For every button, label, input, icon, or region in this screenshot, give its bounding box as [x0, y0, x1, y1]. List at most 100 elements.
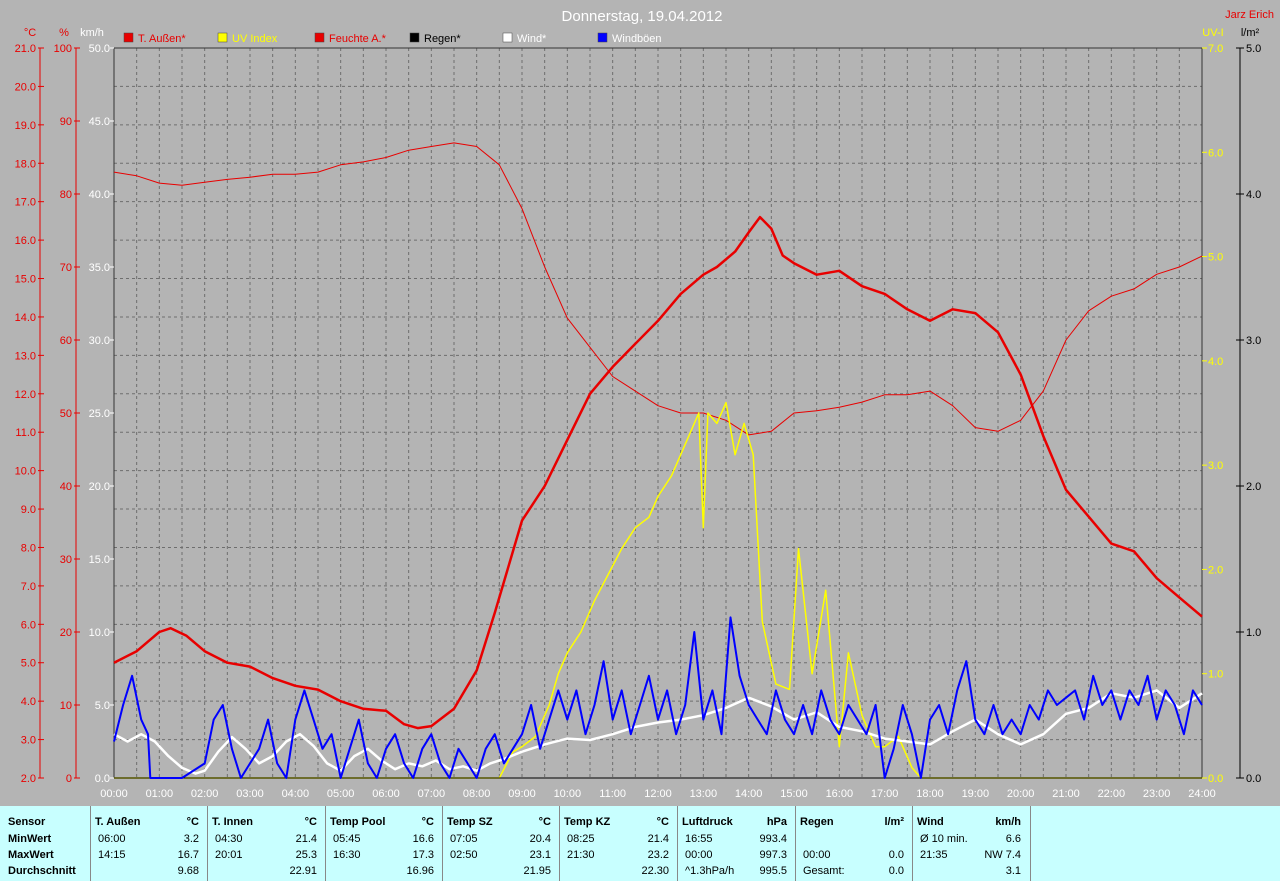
stats-column-separator [1030, 806, 1031, 881]
stats-cell-value: 23.2 [647, 849, 669, 861]
x-tick-label: 14:00 [735, 788, 763, 800]
stats-cell-value: 16.96 [406, 865, 434, 877]
legend-label: UV Index [232, 33, 278, 45]
rain-tick-label: 5.0 [1246, 43, 1261, 55]
stats-cell-value: 993.4 [759, 833, 787, 845]
uv-tick-label: 4.0 [1208, 356, 1223, 368]
stats-table: Sensor MinWert MaxWert Durchschnitt T. A… [0, 806, 1280, 881]
x-tick-label: 10:00 [554, 788, 582, 800]
stats-column-separator [207, 806, 208, 881]
stats-column-header: Temp Pool [330, 816, 386, 828]
temp-tick-label: 12.0 [15, 389, 36, 401]
series-line-0 [113, 215, 1203, 730]
stats-cell-value: 23.1 [529, 849, 551, 861]
chart-title: Donnerstag, 19.04.2012 [562, 8, 723, 25]
legend: T. Außen* UV Index Feuchte A.* Regen* Wind* W… [123, 32, 662, 45]
wind-tick-label: 0.0 [95, 773, 110, 785]
x-tick-label: 24:00 [1188, 788, 1216, 800]
stats-cell-time: 06:00 [98, 833, 126, 845]
wind-tick-label: 40.0 [89, 189, 110, 201]
stats-column-header: Wind [917, 816, 944, 828]
x-tick-label: 09:00 [508, 788, 536, 800]
wind-axis-unit: km/h [80, 27, 104, 39]
stats-column-header: Temp SZ [447, 816, 493, 828]
wind-tick-label: 5.0 [95, 700, 110, 712]
temp-tick-label: 2.0 [21, 773, 36, 785]
temp-tick-label: 3.0 [21, 735, 36, 747]
temp-tick-label: 21.0 [15, 43, 36, 55]
stats-column-unit: °C [538, 816, 551, 828]
stats-cell-time: 16:55 [685, 833, 713, 845]
temp-tick-label: 5.0 [21, 658, 36, 670]
stats-cell-value: 25.3 [295, 849, 317, 861]
stats-cell-time: 05:45 [333, 833, 361, 845]
temp-tick-label: 7.0 [21, 581, 36, 593]
stats-cell-time: 21:30 [567, 849, 595, 861]
stats-column-unit: °C [304, 816, 317, 828]
x-tick-label: 02:00 [191, 788, 219, 800]
temp-tick-label: 16.0 [15, 235, 36, 247]
wind-tick-label: 50.0 [89, 43, 110, 55]
stats-cell-value: 3.1 [1005, 865, 1021, 877]
stats-cell-value: 995.5 [759, 865, 787, 877]
wind-tick-label: 30.0 [89, 335, 110, 347]
uv-tick-label: 0.0 [1208, 773, 1223, 785]
x-tick-label: 13:00 [690, 788, 718, 800]
stats-cell-time: 02:50 [450, 849, 478, 861]
x-tick-label: 22:00 [1098, 788, 1126, 800]
temp-tick-label: 4.0 [21, 696, 36, 708]
series-line-5 [113, 616, 1203, 779]
temp-axis-unit: °C [24, 27, 36, 39]
x-tick-label: 23:00 [1143, 788, 1171, 800]
humidity-tick-label: 0 [66, 773, 72, 785]
uv-tick-label: 7.0 [1208, 43, 1223, 55]
stats-column-header: Luftdruck [682, 816, 733, 828]
rain-tick-label: 2.0 [1246, 481, 1261, 493]
temp-tick-label: 14.0 [15, 312, 36, 324]
stats-cell-time: Ø 10 min. [920, 833, 968, 845]
chart-grid [114, 48, 1202, 778]
series-line-1 [113, 142, 1203, 436]
x-tick-label: 06:00 [372, 788, 400, 800]
x-tick-label: 05:00 [327, 788, 355, 800]
wind-tick-label: 15.0 [89, 554, 110, 566]
uv-tick-label: 5.0 [1208, 252, 1223, 264]
stats-column-unit: °C [186, 816, 199, 828]
stats-cell-value: 21.95 [523, 865, 551, 877]
x-tick-label: 21:00 [1052, 788, 1080, 800]
stats-column-header: T. Innen [212, 816, 253, 828]
humidity-tick-label: 50 [60, 408, 72, 420]
stats-cell-value: 9.68 [177, 865, 199, 877]
stats-column-separator [912, 806, 913, 881]
x-tick-label: 00:00 [100, 788, 128, 800]
author-label: Jarz Erich [1225, 9, 1274, 21]
stats-cell-value: 0.0 [888, 849, 904, 861]
humidity-tick-label: 80 [60, 189, 72, 201]
legend-swatch [217, 32, 228, 43]
x-tick-label: 01:00 [146, 788, 174, 800]
stats-cell-value: 21.4 [295, 833, 317, 845]
axes-layer: °C 2.0 3.0 4.0 5.0 6.0 7.0 8.0 9.0 10.0 11.0 12.0 13… [15, 27, 1262, 800]
stats-cell-value: 6.6 [1005, 833, 1021, 845]
stats-column-header: Temp KZ [564, 816, 611, 828]
uv-axis-unit: UV-I [1202, 27, 1223, 39]
stats-cell-time: 21:35 [920, 849, 948, 861]
series-layer [113, 142, 1203, 779]
x-tick-label: 04:00 [282, 788, 310, 800]
stats-cell-value: 20.4 [529, 833, 551, 845]
legend-swatch [314, 32, 325, 43]
stats-row-label-max: MaxWert [8, 849, 54, 861]
legend-swatch [597, 32, 608, 43]
temp-tick-label: 10.0 [15, 466, 36, 478]
stats-row-label-min: MinWert [8, 833, 52, 845]
stats-column-separator [442, 806, 443, 881]
wind-tick-label: 20.0 [89, 481, 110, 493]
stats-column-unit: °C [656, 816, 669, 828]
stats-cell-time: 20:01 [215, 849, 243, 861]
x-tick-label: 19:00 [962, 788, 990, 800]
stats-cell-value: 17.3 [412, 849, 434, 861]
temp-tick-label: 8.0 [21, 542, 36, 554]
temp-tick-label: 6.0 [21, 619, 36, 631]
x-tick-label: 17:00 [871, 788, 899, 800]
uv-tick-label: 1.0 [1208, 669, 1223, 681]
